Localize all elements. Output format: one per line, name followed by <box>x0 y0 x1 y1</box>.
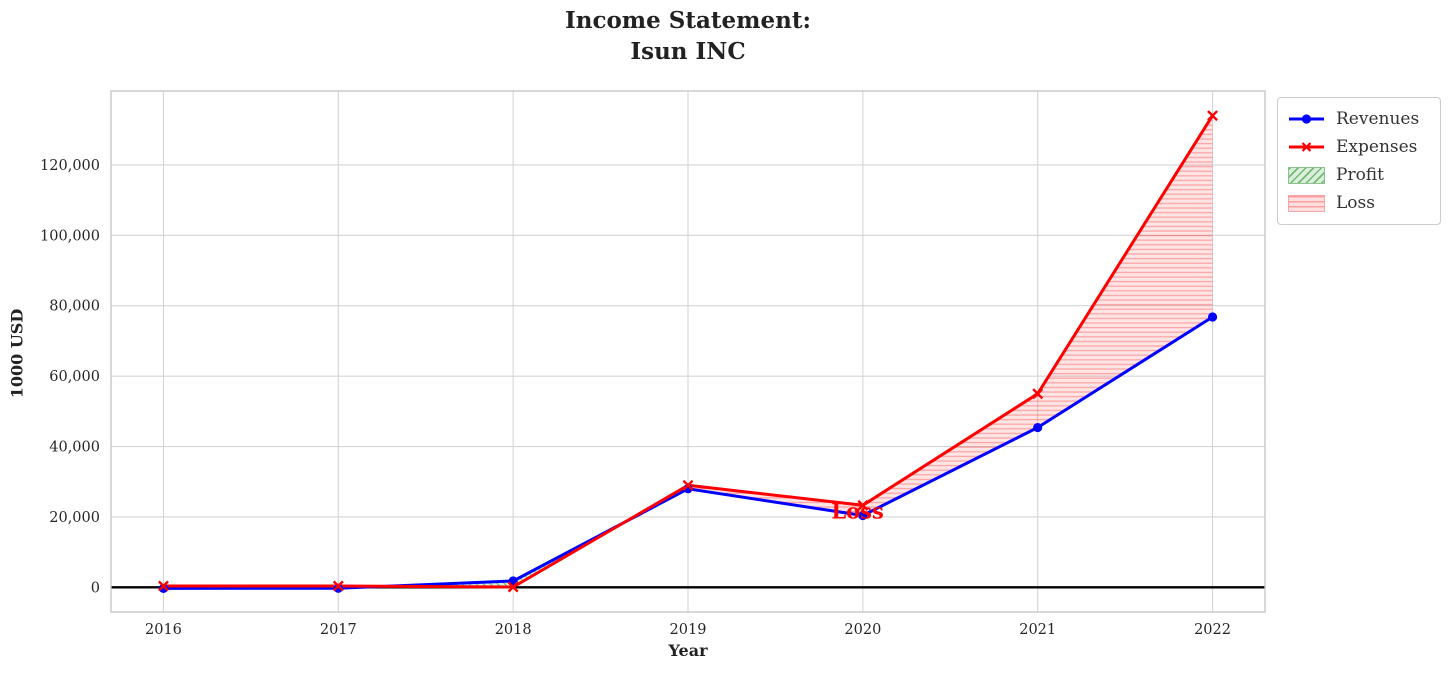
x-tick-label: 2021 <box>1019 622 1056 638</box>
expenses-marker <box>857 499 869 511</box>
revenues-marker <box>333 583 343 593</box>
y-tick-label: 0 <box>91 580 100 596</box>
expenses-marker <box>158 580 169 592</box>
expenses-marker <box>507 581 519 593</box>
expenses-marker <box>332 580 344 592</box>
loss-swatch <box>1288 194 1325 212</box>
legend-label-profit: Profit <box>1336 165 1384 185</box>
chart-title: Income Statement: Isun INC <box>564 7 811 65</box>
expenses-marker <box>1032 388 1044 400</box>
legend-item-profit: Profit <box>1288 161 1430 189</box>
x-tick-label: 2017 <box>320 622 357 638</box>
x-tick-label: 2016 <box>145 622 182 638</box>
loss-annotation: Loss <box>831 499 883 524</box>
x-tick-label: 2018 <box>495 622 532 638</box>
revenues-marker <box>1207 312 1218 322</box>
legend-item-expenses: Expenses <box>1288 133 1430 161</box>
expenses-marker <box>682 479 694 491</box>
loss-area <box>623 115 1213 523</box>
revenues-marker <box>1033 422 1043 433</box>
revenues-marker <box>858 510 868 521</box>
x-tick-label: 2019 <box>670 622 707 638</box>
profit-area <box>387 523 623 587</box>
y-tick-label: 20,000 <box>49 510 100 526</box>
legend-label-loss: Loss <box>1336 193 1375 213</box>
y-tick-label: 100,000 <box>40 228 100 244</box>
y-axis-label: 1000 USD <box>7 308 27 399</box>
legend-item-loss: Loss <box>1288 189 1430 217</box>
legend-item-revenues: Revenues <box>1288 105 1430 133</box>
legend-label-expenses: Expenses <box>1336 137 1418 157</box>
y-tick-label: 120,000 <box>40 158 100 174</box>
expenses-marker <box>1207 110 1218 122</box>
x-tick-label: 2022 <box>1194 622 1231 638</box>
x-axis-label: Year <box>668 641 708 660</box>
revenues-marker <box>158 583 169 594</box>
legend-label-revenues: Revenues <box>1336 109 1420 129</box>
y-tick-label: 80,000 <box>49 299 100 315</box>
x-tick-label: 2020 <box>844 622 881 638</box>
y-tick-label: 40,000 <box>49 440 100 456</box>
legend: Revenues Expenses Profit Loss <box>1277 97 1441 225</box>
expenses-line-swatch <box>1289 142 1324 152</box>
y-tick-label: 60,000 <box>49 369 100 385</box>
revenues-line-swatch <box>1289 114 1324 124</box>
profit-swatch <box>1288 166 1325 184</box>
plot-border <box>110 90 1266 613</box>
